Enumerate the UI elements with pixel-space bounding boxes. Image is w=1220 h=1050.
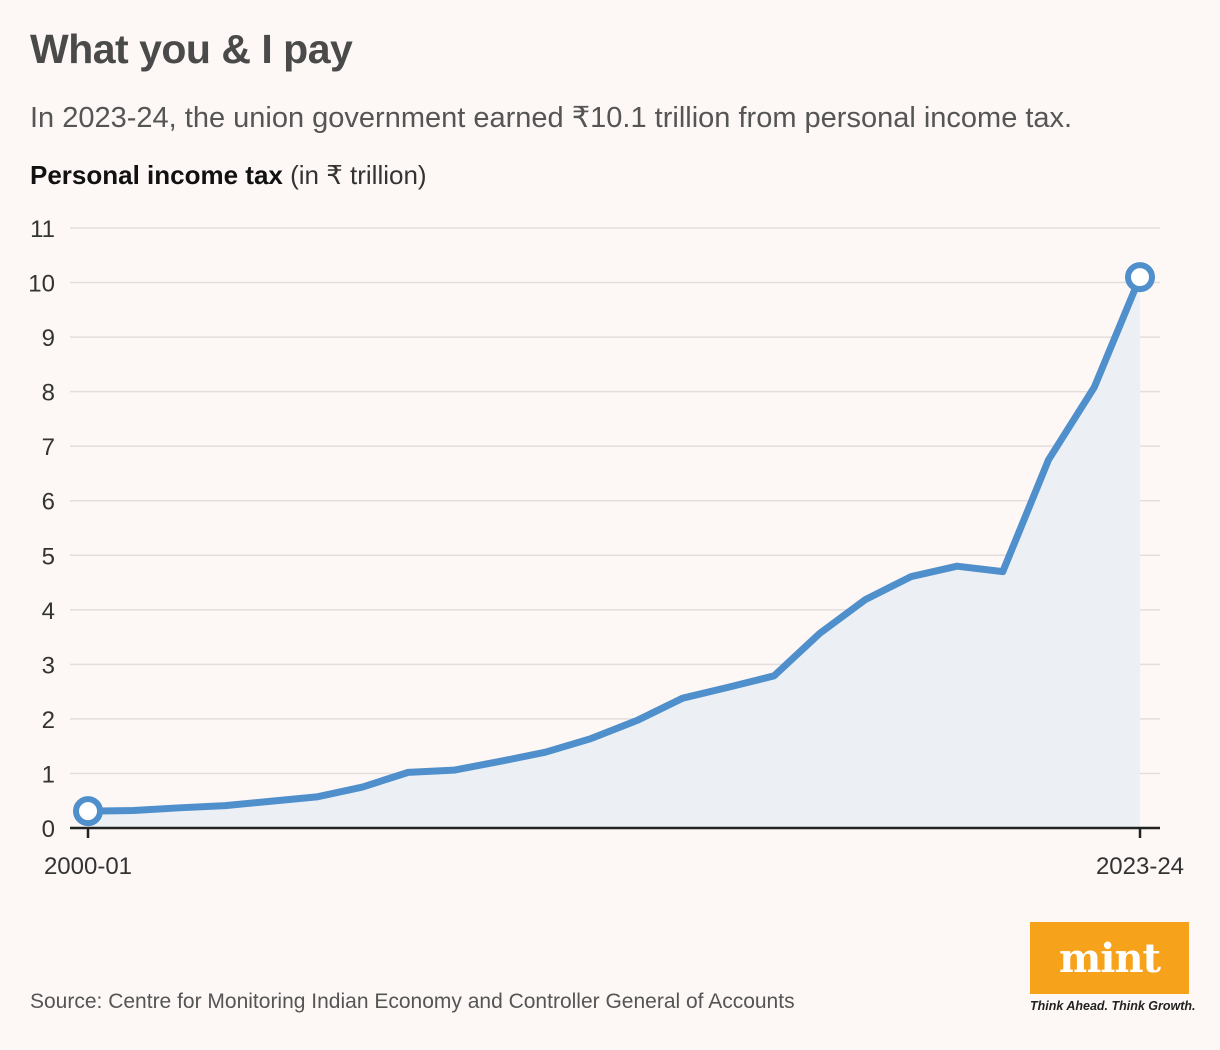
x-tick-label-2023-24: 2023-24: [1096, 853, 1184, 880]
y-tick-label-4: 4: [42, 598, 55, 625]
mint-logo: mint: [1030, 922, 1189, 994]
highlight-point-2000-01: [73, 796, 103, 827]
y-axis-title: Personal income tax (in ₹ trillion): [30, 160, 427, 191]
y-tick-label-0: 0: [42, 816, 55, 843]
y-tick-label-8: 8: [42, 380, 55, 407]
y-tick-label-1: 1: [42, 761, 55, 788]
x-tick-label-2000-01: 2000-01: [44, 853, 132, 880]
chart-subtitle: In 2023-24, the union government earned …: [30, 102, 1073, 134]
y-tick-label-2: 2: [42, 707, 55, 734]
chart-title: What you & I pay: [30, 26, 353, 72]
mint-tagline: Think Ahead. Think Growth.: [1030, 999, 1196, 1013]
y-tick-label-9: 9: [42, 325, 55, 352]
y-tick-label-5: 5: [42, 543, 55, 570]
y-tick-label-6: 6: [42, 489, 55, 516]
area-fill: [88, 277, 1140, 828]
y-tick-label-3: 3: [42, 652, 55, 679]
y-tick-label-7: 7: [42, 434, 55, 461]
y-tick-label-11: 11: [30, 216, 55, 243]
mint-logo-text: mint: [1058, 934, 1161, 982]
series-line-personal-income-tax: [84, 273, 1144, 815]
highlight-point-2023-24: [1125, 262, 1155, 293]
source-note: Source: Centre for Monitoring Indian Eco…: [30, 990, 795, 1013]
y-axis-title-bold: Personal income tax: [30, 160, 283, 190]
y-tick-label-10: 10: [28, 271, 55, 298]
y-axis-title-unit: (in ₹ trillion): [290, 160, 427, 190]
